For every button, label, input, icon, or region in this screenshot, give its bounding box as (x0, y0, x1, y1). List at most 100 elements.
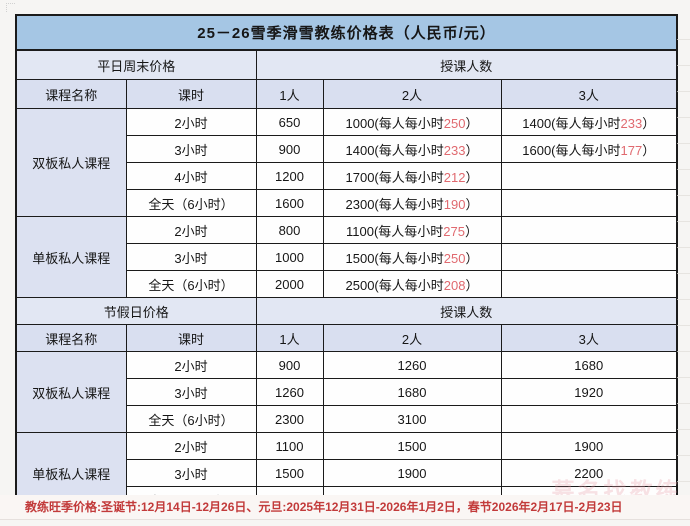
col-header-1p: 1人 (255, 79, 324, 109)
price-1p-cell: 2000 (255, 270, 324, 298)
corner-mark (6, 3, 15, 12)
price-text: 2500(每人每小时 (345, 277, 444, 293)
price-2p-cell: 1500(每人每小时250） (322, 243, 502, 271)
duration-cell: 3小时 (125, 459, 257, 487)
col-header-course: 课程名称 (15, 324, 127, 352)
price-text: 1400(每人每小时 (345, 142, 444, 158)
course-name-cell: 双板私人课程 (15, 351, 127, 433)
col-header-3p: 3人 (500, 324, 678, 352)
table-row: 3小时 1500 1900 2200 (16, 459, 678, 487)
duration-cell: 2小时 (125, 108, 257, 136)
price-2p-cell: 1700(每人每小时212） (322, 162, 502, 190)
price-2p-cell: 1680 (322, 378, 502, 406)
price-3p-cell: 1900 (500, 432, 678, 460)
table-row: 全天（6小时） 1600 2300(每人每小时190） (16, 189, 678, 217)
table-row: 3小时 900 1400(每人每小时233） 1600(每人每小时177） (16, 135, 678, 163)
price-3p-cell-empty (500, 270, 678, 298)
per-hour-rate: 190 (443, 196, 466, 212)
table-row: 双板私人课程 2小时 650 1000(每人每小时250） 1400(每人每小时… (15, 108, 678, 217)
price-1p-cell: 650 (255, 108, 324, 136)
duration-cell: 3小时 (125, 243, 257, 271)
duration-cell: 4小时 (125, 162, 257, 190)
price-2p-cell: 1000(每人每小时250） (322, 108, 502, 136)
people-count-header: 授课人数 (255, 49, 678, 80)
table-row: 双板私人课程 2小时 900 1260 1680 (15, 351, 678, 433)
per-hour-rate: 208 (443, 277, 466, 293)
table-row: 课程名称 课时 1人 2人 3人 (15, 79, 678, 109)
per-hour-rate: 233 (443, 142, 466, 158)
price-2p-cell: 1100(每人每小时275） (322, 216, 502, 244)
price-text: ） (465, 277, 479, 293)
price-1p-cell: 1260 (255, 378, 324, 406)
price-text: 1500(每人每小时 (345, 250, 444, 266)
duration-cell: 全天（6小时） (125, 405, 257, 433)
price-text: 1700(每人每小时 (345, 169, 444, 185)
per-hour-rate: 275 (443, 223, 465, 239)
col-header-2p: 2人 (322, 79, 502, 109)
price-1p-cell: 1500 (255, 459, 324, 487)
col-header-1p: 1人 (255, 324, 324, 352)
duration-cell: 3小时 (125, 135, 257, 163)
table-row: 平日周末价格 授课人数 (15, 49, 678, 80)
price-2p-cell: 1900 (322, 459, 502, 487)
price-1p-cell: 1100 (255, 432, 324, 460)
col-header-3p: 3人 (500, 79, 678, 109)
table-row: 课程名称 课时 1人 2人 3人 (15, 324, 678, 352)
course-name-cell: 单板私人课程 (15, 216, 127, 298)
table-row: 单板私人课程 2小时 800 1100(每人每小时275） (15, 216, 678, 298)
col-header-duration: 课时 (125, 79, 257, 109)
per-hour-rate: 212 (443, 169, 466, 185)
sheet-gridlines (677, 14, 690, 495)
price-text: ） (642, 115, 656, 131)
table-row: 3小时 1260 1680 1920 (16, 378, 678, 406)
price-3p-cell: 2200 (500, 459, 678, 487)
price-3p-cell-empty (500, 162, 678, 190)
price-3p-cell: 1600(每人每小时177） (500, 135, 678, 163)
price-1p-cell: 1200 (255, 162, 324, 190)
table-row: 单板私人课程 2小时 1100 1500 1900 (15, 432, 678, 515)
price-text: ） (642, 142, 656, 158)
per-hour-rate: 233 (620, 115, 643, 131)
duration-cell: 全天（6小时） (125, 189, 257, 217)
price-1p-cell: 2300 (255, 405, 324, 433)
price-text: 1000(每人每小时 (345, 115, 444, 131)
price-2p-cell: 3100 (322, 405, 502, 433)
price-3p-cell: 1920 (500, 378, 678, 406)
duration-cell: 2小时 (125, 432, 257, 460)
price-1p-cell: 1600 (255, 189, 324, 217)
table-row: 节假日价格 授课人数 (15, 297, 678, 325)
table-row: 25－26雪季滑雪教练价格表（人民币/元） (15, 14, 678, 51)
price-text: ） (465, 169, 479, 185)
price-1p-cell: 900 (255, 135, 324, 163)
price-3p-cell-empty (500, 189, 678, 217)
price-3p-cell-empty (500, 216, 678, 244)
price-2p-cell: 1400(每人每小时233） (322, 135, 502, 163)
price-2p-cell: 2500(每人每小时208） (322, 270, 502, 298)
price-text: ） (465, 115, 479, 131)
col-header-2p: 2人 (322, 324, 502, 352)
price-text: 1600(每人每小时 (522, 142, 621, 158)
price-3p-cell-empty (500, 243, 678, 271)
price-table: 25－26雪季滑雪教练价格表（人民币/元） 平日周末价格 授课人数 课程名称 课… (15, 14, 679, 515)
price-1p-cell: 1000 (255, 243, 324, 271)
price-3p-cell: 1400(每人每小时233） (500, 108, 678, 136)
price-2p-cell: 2300(每人每小时190） (322, 189, 502, 217)
price-3p-cell: 1680 (500, 351, 678, 379)
per-hour-rate: 177 (620, 142, 643, 158)
price-text: 1100(每人每小时 (345, 223, 444, 239)
col-header-course: 课程名称 (15, 79, 127, 109)
section-label-weekday: 平日周末价格 (15, 49, 257, 80)
price-text: ） (465, 196, 479, 212)
duration-cell: 2小时 (125, 216, 257, 244)
col-header-duration: 课时 (125, 324, 257, 352)
peak-season-note: 教练旺季价格:圣诞节:12月14日-12月26日、元旦:2025年12月31日-… (0, 495, 690, 520)
duration-cell: 3小时 (125, 378, 257, 406)
price-text: ） (464, 223, 478, 239)
price-1p-cell: 800 (255, 216, 324, 244)
per-hour-rate: 250 (443, 250, 466, 266)
duration-cell: 全天（6小时） (125, 270, 257, 298)
price-3p-cell (500, 405, 678, 433)
people-count-header: 授课人数 (255, 297, 678, 325)
per-hour-rate: 250 (443, 115, 466, 131)
